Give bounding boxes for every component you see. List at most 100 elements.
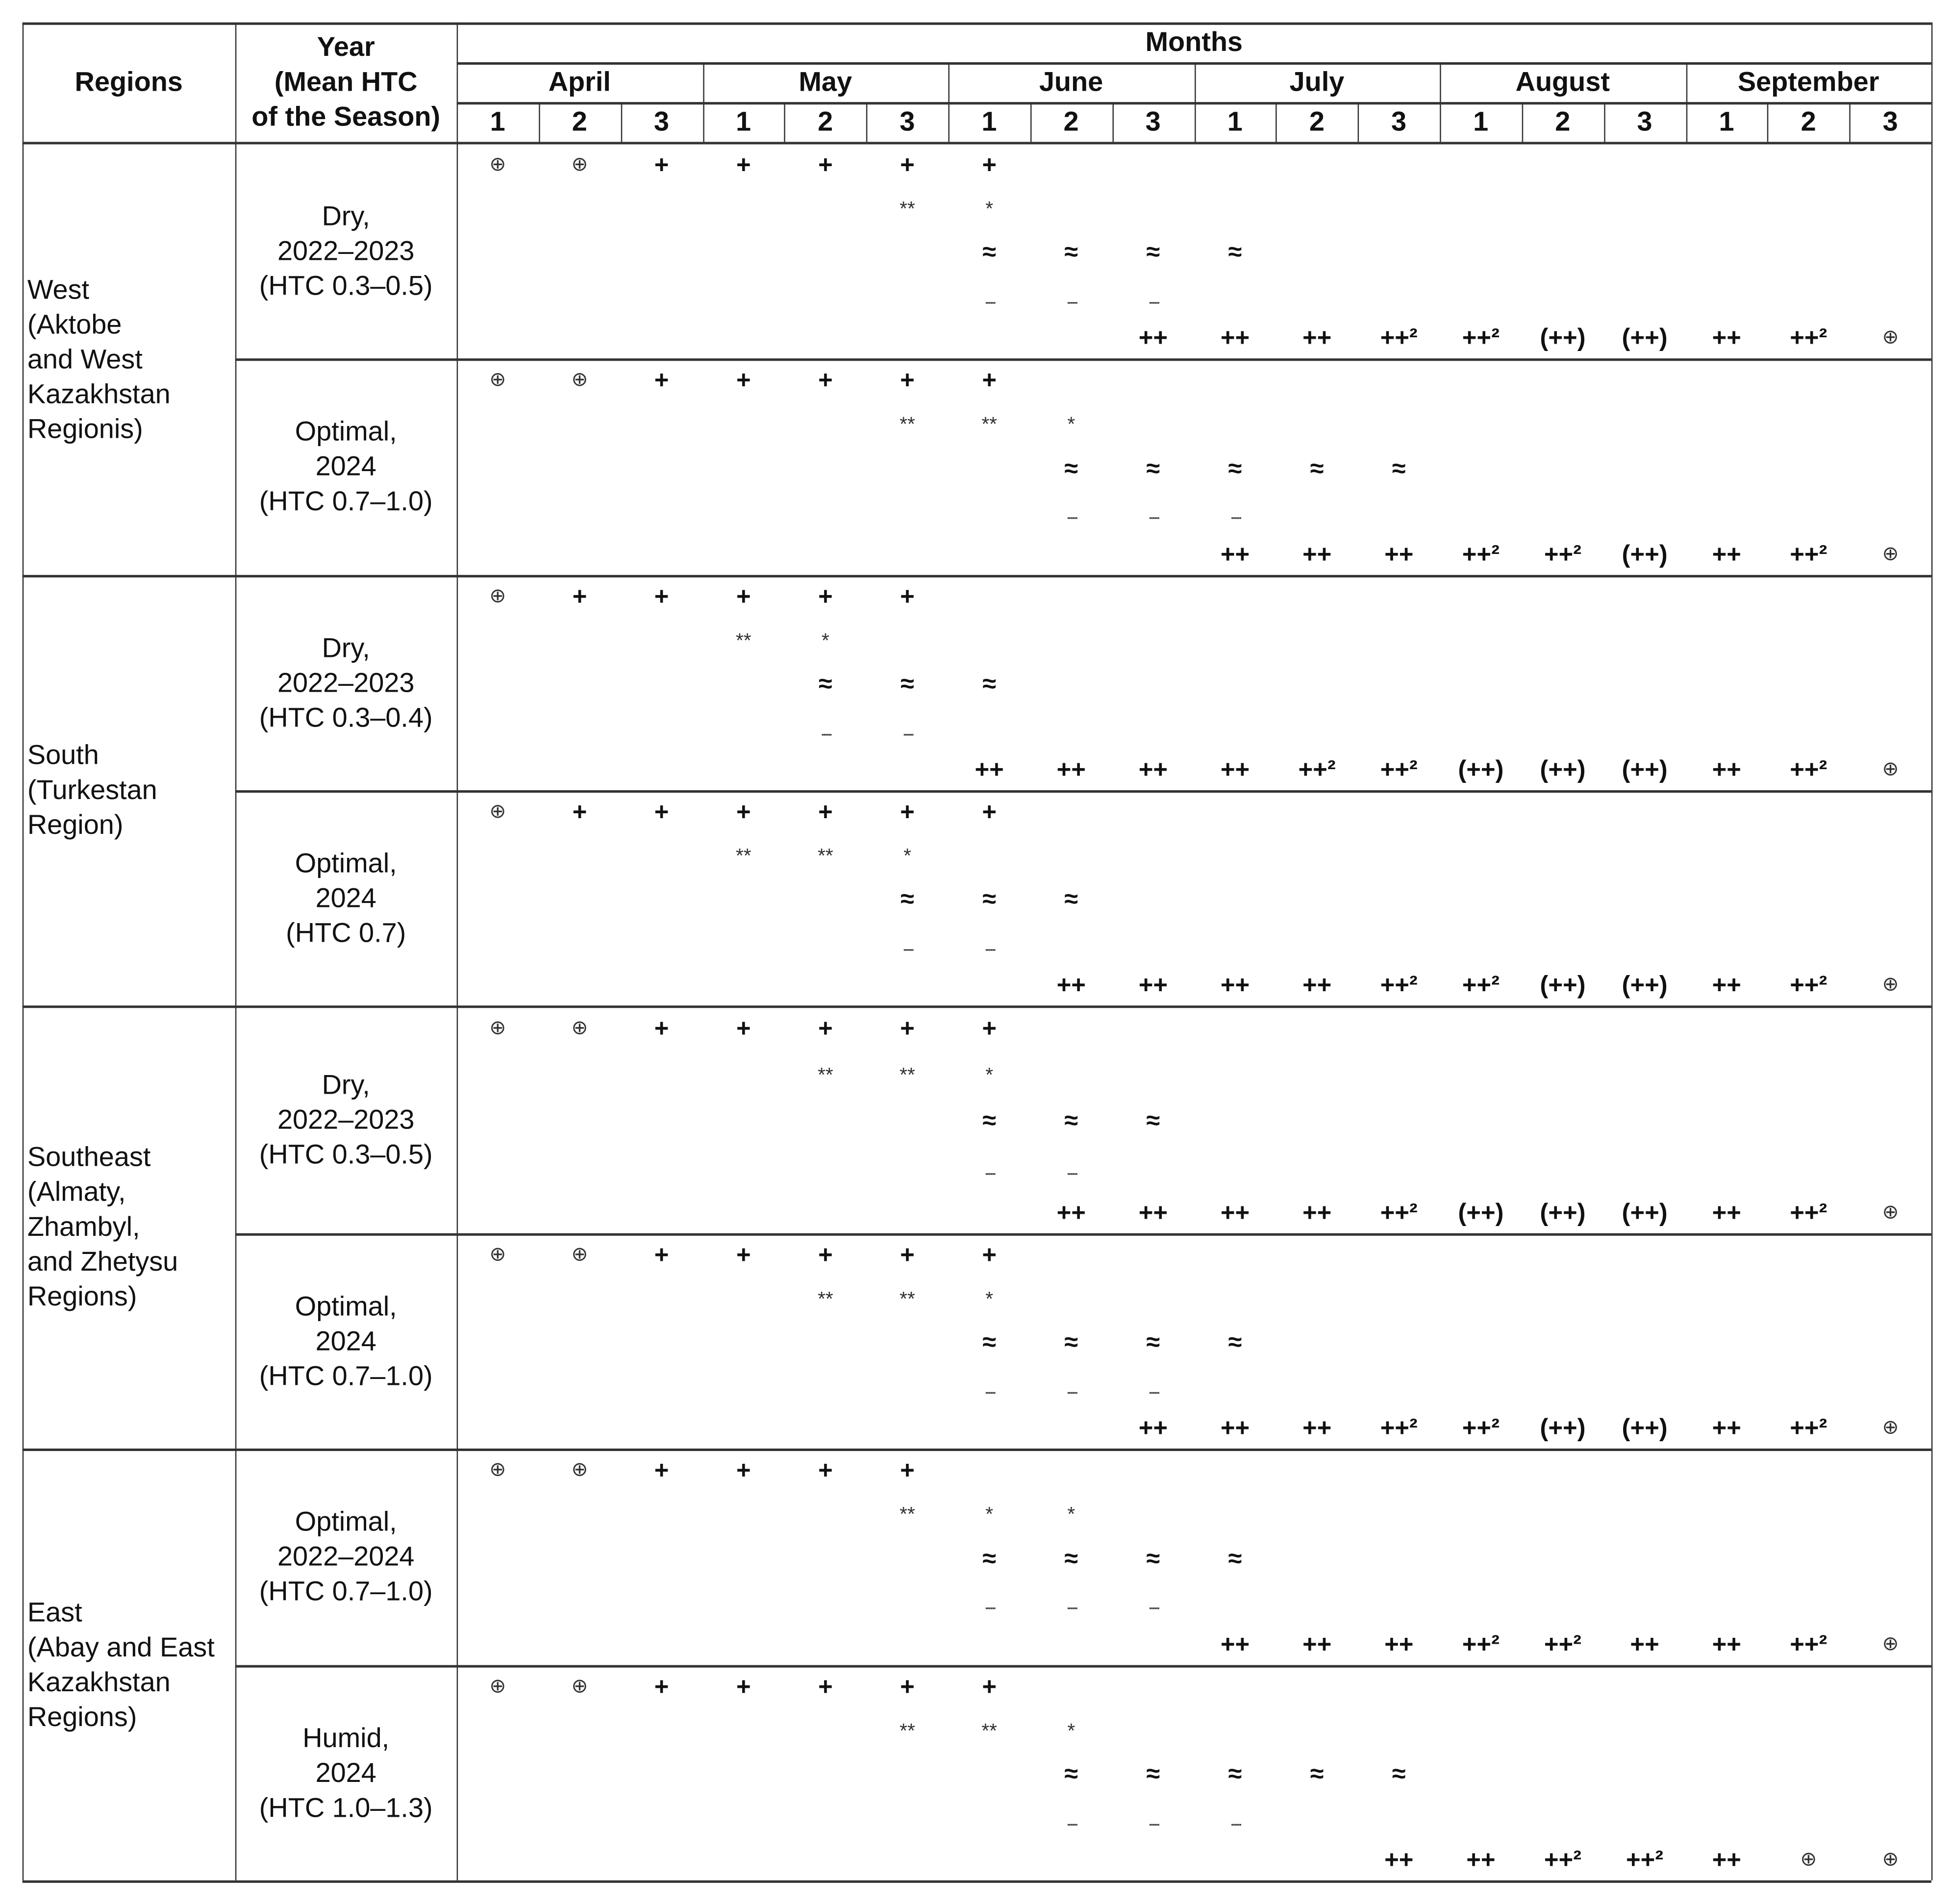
phenology-symbol: ⊕: [1882, 1418, 1899, 1439]
phenology-symbol: ≈: [1064, 239, 1078, 267]
phenology-symbol: +: [982, 1674, 997, 1702]
phenology-symbol: ≈: [982, 671, 997, 699]
phenology-symbol: ......: [984, 1160, 997, 1178]
month-header: August: [1515, 66, 1610, 98]
phenology-symbol: +: [900, 799, 915, 827]
phenology-symbol: ⊕: [489, 370, 506, 391]
phenology-symbol: ≈: [818, 671, 832, 699]
region-divider: [22, 1005, 1931, 1007]
phenology-symbol: ⊕: [571, 370, 588, 391]
decade-header: 3: [900, 105, 915, 137]
phenology-symbol: +: [654, 367, 669, 395]
phenology-symbol: ⊕: [1882, 1850, 1899, 1871]
decade-header: 3: [1145, 105, 1161, 137]
phenology-symbol: +: [818, 1457, 833, 1485]
phenology-symbol: (++): [1540, 1199, 1586, 1227]
phenology-symbol: ≈: [982, 239, 997, 267]
phenology-symbol: +: [736, 152, 751, 179]
phenology-symbol: ++²: [1380, 325, 1418, 353]
phenology-symbol: ++: [1138, 1415, 1168, 1443]
phenology-symbol: ≈: [1228, 1761, 1242, 1789]
month-header: June: [1039, 66, 1103, 98]
column-border: [456, 22, 458, 1880]
phenology-symbol: ++: [1712, 1199, 1741, 1227]
phenology-symbol: +: [900, 1015, 915, 1043]
phenology-symbol: ++: [1220, 1199, 1250, 1227]
phenology-symbol: ......: [1066, 289, 1078, 307]
month-border: [1685, 62, 1687, 142]
phenology-symbol: ≈: [1310, 455, 1324, 483]
phenology-symbol: +: [900, 583, 915, 611]
phenology-symbol: ⊕: [489, 802, 506, 823]
phenology-symbol: ≈: [1146, 455, 1160, 483]
month-border: [702, 62, 704, 142]
phenology-symbol: ++: [1056, 757, 1086, 785]
phenology-symbol: +: [818, 583, 833, 611]
month-header: July: [1289, 66, 1345, 98]
phenology-symbol: ......: [902, 936, 915, 954]
phenology-symbol: *: [985, 1065, 994, 1086]
row-divider: [235, 1233, 1931, 1235]
phenology-symbol: ......: [1148, 1596, 1160, 1613]
year-htc-label: Dry, 2022–2023 (HTC 0.3–0.5): [259, 1068, 433, 1169]
phenology-symbol: +: [736, 1457, 751, 1485]
phenology-symbol: ⊕: [489, 586, 506, 608]
year-htc-label: Humid, 2024 (HTC 1.0–1.3): [259, 1722, 433, 1823]
phenology-symbol: *: [903, 846, 911, 867]
phenology-symbol: **: [818, 846, 833, 867]
phenology-symbol: ++: [1138, 325, 1168, 353]
phenology-symbol: +: [982, 1242, 997, 1270]
phenology-symbol: ......: [1230, 505, 1242, 523]
phenology-symbol: **: [735, 846, 751, 867]
region-name: East (Abay and East Kazakhstan Regions): [27, 1596, 215, 1732]
region-name: Southeast (Almaty, Zhambyl, and Zhetysu …: [27, 1141, 178, 1312]
phenology-symbol: ......: [1148, 1379, 1160, 1397]
decade-header: 2: [572, 105, 587, 137]
phenology-symbol: +: [736, 367, 751, 395]
phenology-symbol: +: [818, 152, 833, 179]
phenology-symbol: ++²: [1544, 542, 1582, 569]
phenology-symbol: ++²: [1790, 1631, 1827, 1659]
phenology-symbol: ≈: [1064, 1329, 1078, 1357]
decade-border: [620, 102, 622, 142]
phenology-symbol: +: [900, 152, 915, 179]
phenology-symbol: ⊕: [571, 1244, 588, 1266]
phenology-symbol: ≈: [1228, 239, 1242, 267]
phenology-symbol: ++: [1712, 972, 1741, 1000]
phenology-symbol: ++²: [1380, 1415, 1418, 1443]
year-htc-label: Optimal, 2024 (HTC 0.7): [286, 847, 406, 948]
phenology-symbol: ++: [1712, 1847, 1741, 1875]
phenology-symbol: ⊕: [1882, 1634, 1899, 1656]
decade-header: 1: [490, 105, 505, 137]
phenology-symbol: +: [900, 1674, 915, 1702]
decade-header: 1: [1227, 105, 1243, 137]
phenology-symbol: ++: [1630, 1631, 1659, 1659]
phenology-symbol: +: [818, 1242, 833, 1270]
phenology-symbol: ......: [1066, 1811, 1078, 1829]
year-htc-label: Optimal, 2024 (HTC 0.7–1.0): [259, 1290, 433, 1391]
year-htc-label: Optimal, 2024 (HTC 0.7–1.0): [259, 415, 433, 517]
month-border: [1440, 62, 1441, 142]
phenology-symbol: (++): [1622, 757, 1668, 785]
phenology-symbol: +: [736, 583, 751, 611]
phenology-symbol: *: [821, 630, 829, 652]
phenology-symbol: ++²: [1790, 972, 1827, 1000]
phenology-symbol: +: [900, 1457, 915, 1485]
phenology-symbol: ++: [1138, 757, 1168, 785]
phenology-symbol: ⊕: [489, 1018, 506, 1040]
row-divider: [235, 358, 1931, 360]
phenology-symbol: +: [654, 799, 669, 827]
decade-border: [1522, 102, 1523, 142]
phenology-symbol: ++: [1384, 1631, 1414, 1659]
header-year: Year (Mean HTC of the Season): [251, 31, 441, 132]
phenology-symbol: ++²: [1462, 325, 1500, 353]
decade-header: 2: [818, 105, 833, 137]
row-divider: [235, 790, 1931, 792]
decade-header: 1: [981, 105, 997, 137]
phenology-symbol: ⊕: [489, 1244, 506, 1266]
phenology-symbol: ≈: [1228, 455, 1242, 483]
decade-header: 2: [1555, 105, 1571, 137]
phenology-symbol: *: [985, 1504, 994, 1526]
phenology-symbol: +: [654, 152, 669, 179]
phenology-symbol: ⊕: [571, 154, 588, 176]
